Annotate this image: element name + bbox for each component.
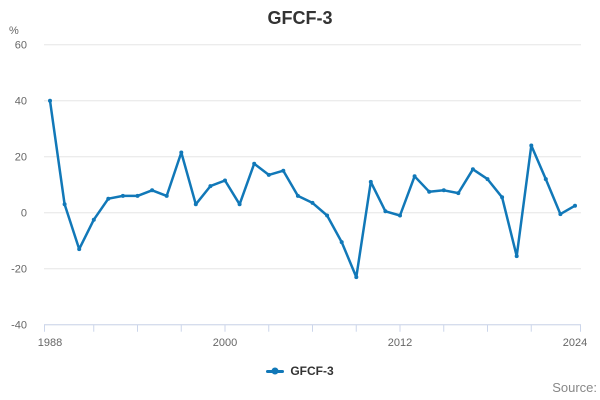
series-gfcf-3[interactable]	[48, 98, 577, 280]
svg-text:-40: -40	[11, 320, 27, 332]
legend-item-label: GFCF-3	[290, 364, 334, 378]
svg-text:20: 20	[15, 152, 27, 164]
svg-text:0: 0	[21, 208, 27, 220]
y-axis-unit-label: %	[9, 25, 19, 37]
legend-item-gfcf-3[interactable]: GFCF-3	[266, 364, 334, 378]
svg-text:2000: 2000	[213, 337, 237, 349]
gridlines	[44, 44, 581, 326]
x-axis-labels: 1988 2000 2012 2024	[38, 337, 587, 349]
y-axis-labels: 60 40 20 0 -20 -40	[11, 40, 27, 332]
svg-text:2024: 2024	[563, 337, 587, 349]
chart-title: GFCF-3	[267, 8, 333, 28]
legend-dot-icon	[271, 367, 279, 375]
svg-text:1988: 1988	[38, 337, 62, 349]
svg-text:-20: -20	[11, 264, 27, 276]
svg-text:60: 60	[15, 40, 27, 52]
x-axis	[44, 324, 581, 332]
svg-text:2012: 2012	[388, 337, 412, 349]
legend-line-marker-icon	[266, 367, 285, 375]
source-note: Source:	[552, 380, 597, 395]
legend: GFCF-3	[0, 364, 600, 378]
svg-text:40: 40	[15, 96, 27, 108]
